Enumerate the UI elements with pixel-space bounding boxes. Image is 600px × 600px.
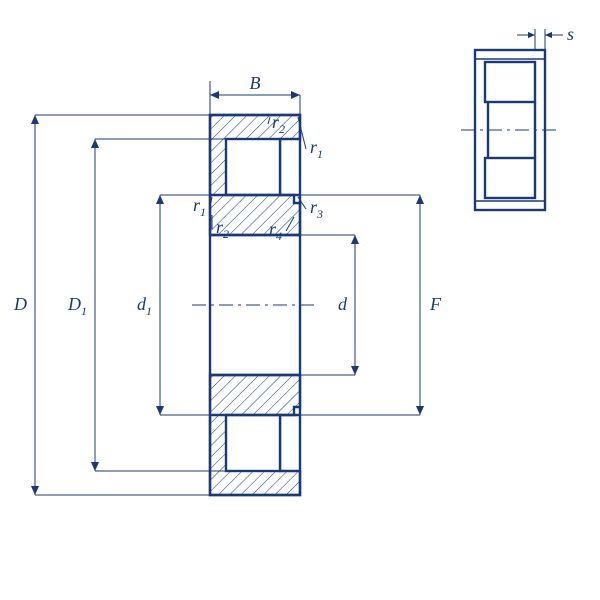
aux-view: s — [461, 24, 574, 210]
label-d1: d1 — [137, 294, 152, 318]
label-r1-outer: r1 — [310, 137, 323, 161]
label-D1: D1 — [67, 294, 87, 318]
label-s: s — [567, 24, 574, 44]
label-d: d — [338, 294, 348, 314]
label-D: D — [13, 294, 27, 314]
label-F: F — [429, 294, 442, 314]
label-r1-inner: r1 — [193, 195, 206, 219]
label-B: B — [250, 73, 261, 93]
label-r3: r3 — [310, 197, 323, 221]
bearing-diagram: BDD1d1dFr1r2r1r2r3r4s — [0, 0, 600, 600]
